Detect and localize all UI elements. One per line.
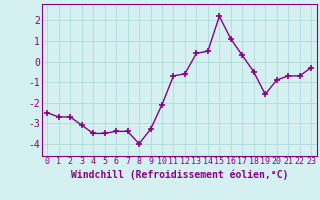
X-axis label: Windchill (Refroidissement éolien,°C): Windchill (Refroidissement éolien,°C) bbox=[70, 169, 288, 180]
